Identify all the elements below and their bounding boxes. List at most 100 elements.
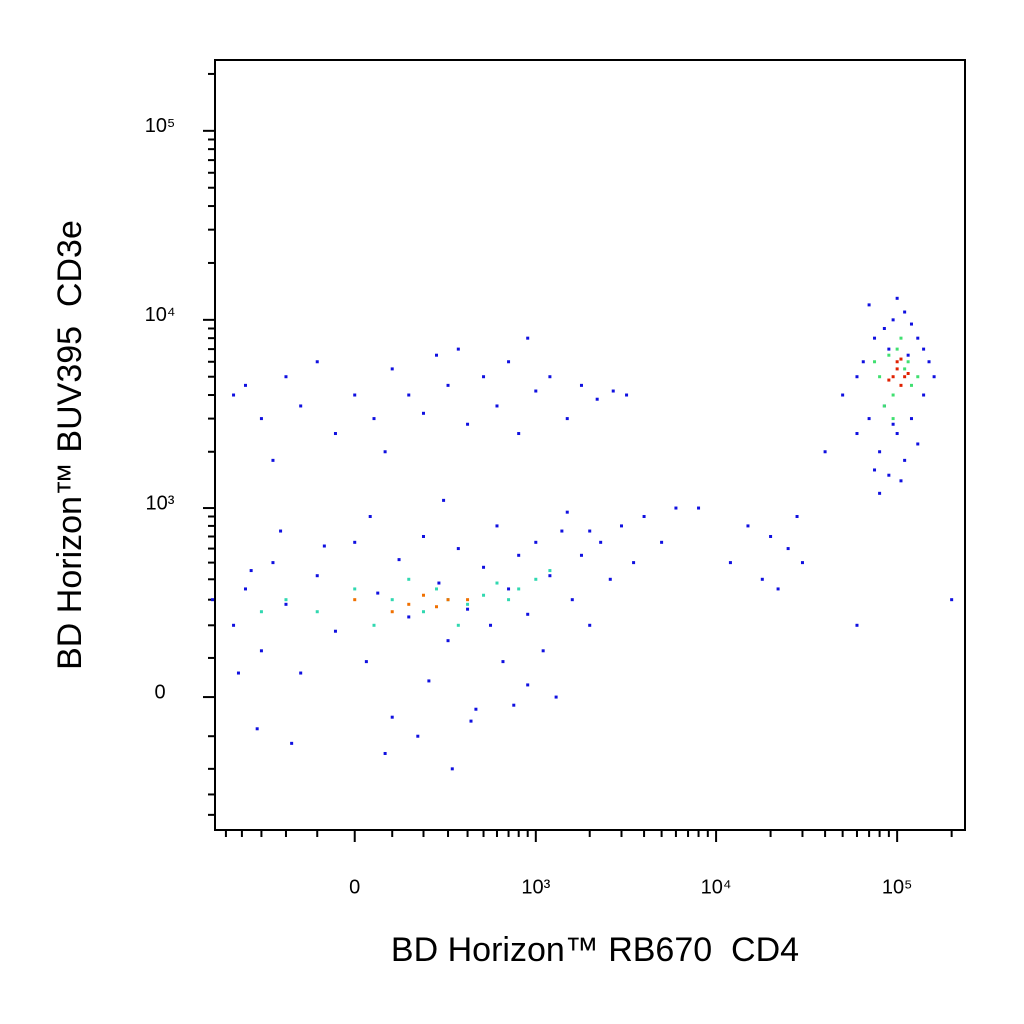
point [482,375,486,379]
point [507,360,511,364]
point [284,598,288,602]
point [916,442,920,446]
point [786,547,790,551]
point [916,336,920,340]
point [906,353,910,357]
point [243,383,247,387]
point [489,623,493,627]
point [579,383,583,387]
point [507,587,511,591]
point [501,660,505,664]
point [284,375,288,379]
point [210,598,214,602]
point [446,383,450,387]
point [878,450,882,454]
point [249,569,253,573]
point [588,623,592,627]
point [446,598,450,602]
point [899,479,903,483]
point [906,372,910,376]
point [368,515,372,519]
point [442,498,446,502]
point [450,767,454,771]
point [421,593,425,597]
point [517,587,521,591]
point [259,417,263,421]
point [588,529,592,533]
point [466,607,470,611]
point [565,510,569,514]
point [507,598,511,602]
point [232,393,236,397]
point [353,587,357,591]
point [526,336,530,340]
point [660,540,664,544]
point [434,353,438,357]
point [534,540,538,544]
point [456,623,460,627]
point [397,558,401,562]
point [466,422,470,426]
point [861,360,865,364]
point [891,393,895,397]
point [279,529,283,533]
point [333,432,337,436]
point [353,598,357,602]
point [873,336,877,340]
point [407,602,411,606]
point [823,450,827,454]
point [903,310,907,314]
point [259,649,263,653]
point [407,615,411,619]
point [776,587,780,591]
point [495,524,499,528]
point [887,378,891,382]
point [407,577,411,581]
point [560,529,564,533]
point [333,629,337,633]
point [579,553,583,557]
point [482,593,486,597]
point [548,569,552,573]
point [728,561,732,565]
point [565,417,569,421]
point [421,411,425,415]
point [895,296,899,300]
y-tick-label: 10³ [146,492,175,514]
point [887,347,891,351]
point [548,375,552,379]
point [534,389,538,393]
point [909,383,913,387]
point [855,623,859,627]
point [891,422,895,426]
point [390,367,394,371]
point [873,468,877,472]
point [421,534,425,538]
point [642,515,646,519]
point [760,577,764,581]
point [882,326,886,330]
point [383,751,387,755]
point [437,581,441,585]
point [474,707,478,711]
point [466,598,470,602]
point [891,375,895,379]
point [482,565,486,569]
point [434,605,438,609]
point [867,417,871,421]
point [625,393,629,397]
point [769,534,773,538]
point [427,679,431,683]
point [895,367,899,371]
point [255,727,259,731]
point [548,574,552,578]
point [534,577,538,581]
y-tick-label: 0 [154,681,165,703]
point [232,623,236,627]
point [906,360,910,364]
point [541,649,545,653]
point [446,639,450,643]
point [950,598,954,602]
point [932,375,936,379]
point [416,734,420,738]
